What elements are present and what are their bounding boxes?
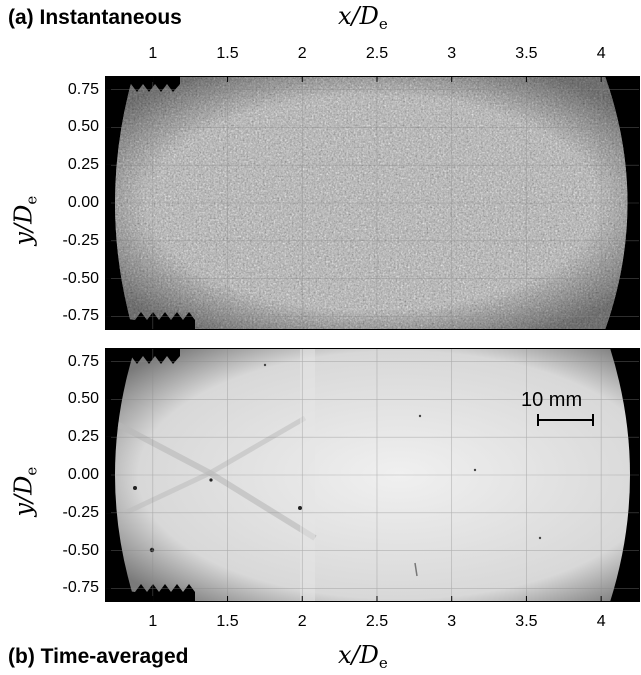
y-tick-label: 0.00 bbox=[67, 194, 99, 211]
x-tick-label: 1.5 bbox=[216, 45, 239, 62]
y-tick-label: -0.25 bbox=[62, 503, 99, 521]
x-tick-label: 1 bbox=[148, 45, 158, 62]
y-axis-label-top: y/De bbox=[9, 195, 41, 246]
x-tick-label: 4 bbox=[596, 45, 606, 62]
y-tick-label: 0.50 bbox=[67, 390, 99, 408]
y-tick-label: 0.25 bbox=[67, 156, 99, 174]
x-tick-label: 2.5 bbox=[365, 45, 389, 62]
y-tick-label: -0.75 bbox=[62, 579, 99, 597]
panel-a-title: (a) Instantaneous bbox=[8, 6, 182, 29]
x-axis-label-top: x/De bbox=[338, 2, 388, 33]
x-tick-label: 2 bbox=[297, 45, 307, 62]
x-axis-label-bottom: x/De bbox=[338, 641, 388, 672]
x-tick-label: 3.5 bbox=[515, 613, 538, 630]
x-tick-label: 3 bbox=[447, 613, 457, 630]
x-tick-label: 1 bbox=[148, 613, 158, 630]
y-tick-label: 0.75 bbox=[67, 352, 99, 370]
y-tick-label: -0.50 bbox=[62, 269, 99, 287]
instantaneous-plot bbox=[105, 76, 640, 330]
y-tick-label: 0.50 bbox=[67, 118, 99, 136]
panel-b-title: (b) Time-averaged bbox=[8, 645, 189, 668]
x-tick-label: 3.5 bbox=[515, 45, 538, 62]
scale-bar-label: 10 mm bbox=[521, 389, 583, 411]
x-tick-label: 2 bbox=[297, 613, 307, 630]
x-tick-label: 1.5 bbox=[216, 613, 239, 630]
x-tick-label: 4 bbox=[596, 613, 606, 630]
y-tick-label: -0.50 bbox=[62, 541, 99, 559]
y-axis-label-bottom: y/De bbox=[9, 466, 41, 517]
y-tick-label: -0.75 bbox=[62, 307, 99, 325]
y-tick-label: 0.00 bbox=[67, 466, 99, 483]
time-averaged-schlieren-image bbox=[105, 348, 640, 602]
y-tick-label: -0.25 bbox=[62, 231, 99, 249]
x-tick-label: 3 bbox=[447, 45, 457, 62]
scale-bar bbox=[537, 414, 594, 426]
x-tick-label: 2.5 bbox=[365, 613, 389, 630]
instantaneous-schlieren-image bbox=[105, 76, 640, 330]
y-tick-label: 0.75 bbox=[67, 80, 99, 98]
time-averaged-plot bbox=[105, 348, 640, 602]
y-tick-label: 0.25 bbox=[67, 428, 99, 446]
